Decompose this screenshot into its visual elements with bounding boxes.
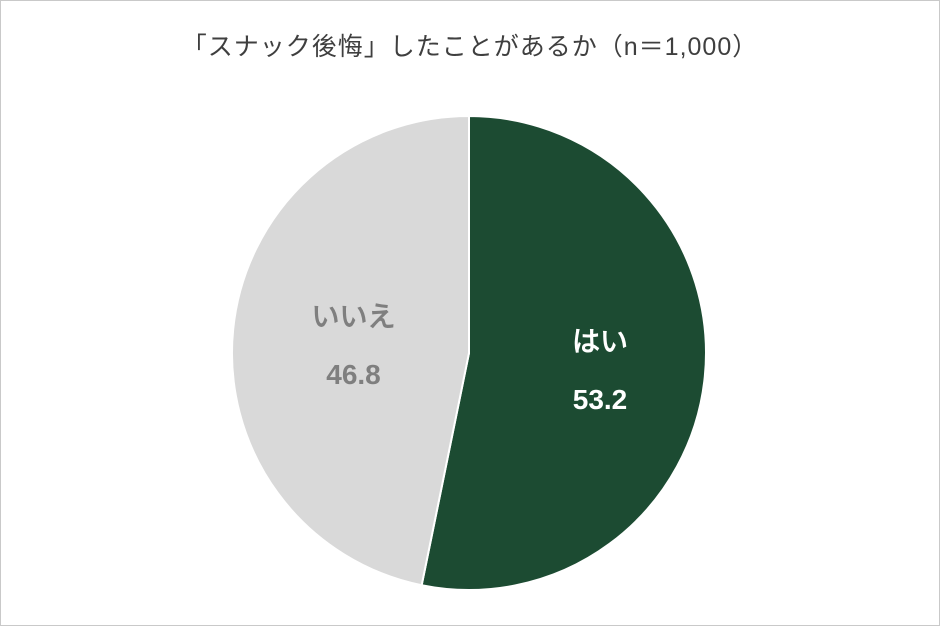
slice-label-yes-value: 53.2 [572,384,628,415]
slice-label-no-value: 46.8 [326,359,381,390]
chart-title: 「スナック後悔」したことがあるか（n＝1,000） [181,33,759,61]
slice-label-no: いいえ 46.8 [271,303,436,389]
slice-label-yes-name: はい [571,326,628,357]
slice-label-yes: はい 53.2 [520,328,680,414]
slice-label-no-name: いいえ [311,301,396,332]
pie-slice-no [231,115,470,587]
pie-slice-yes [420,115,707,591]
